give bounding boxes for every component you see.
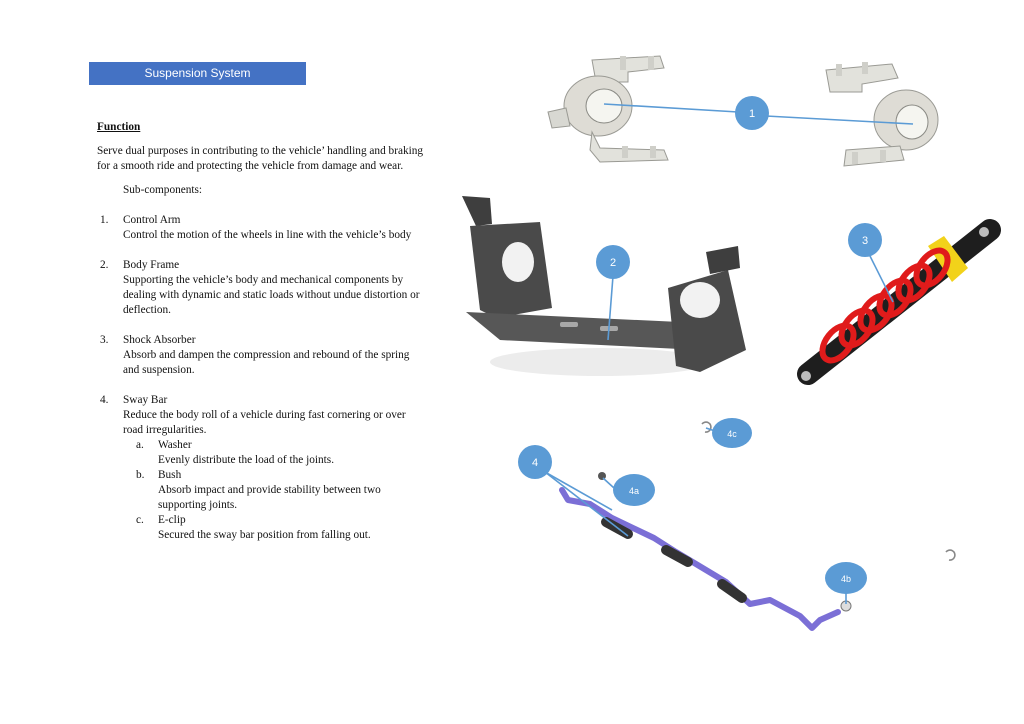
callout-3: 3 <box>848 223 882 257</box>
subitem-bush: b. Bush Absorb impact and provide stabil… <box>123 468 427 513</box>
subitem-letter: a. <box>136 439 144 451</box>
component-body-frame: 2. Body Frame Supporting the vehicle’s b… <box>97 258 427 318</box>
callout-4c: 4c <box>712 418 752 448</box>
function-intro: Serve dual purposes in contributing to t… <box>97 145 424 172</box>
callout-4: 4 <box>518 445 552 479</box>
item-description: Control the motion of the wheels in line… <box>123 229 412 241</box>
subitem-letter: b. <box>136 469 145 481</box>
component-sway-bar: 4. Sway Bar Reduce the body roll of a ve… <box>97 393 427 543</box>
component-control-arm: 1. Control Arm Control the motion of the… <box>97 213 427 243</box>
subitem-washer: a. Washer Evenly distribute the load of … <box>123 438 427 468</box>
item-description: Absorb and dampen the compression and re… <box>123 349 410 376</box>
shock-absorber-illustration <box>797 219 1001 385</box>
callout-1-label: 1 <box>749 108 755 120</box>
subitem-name: Washer <box>158 439 192 451</box>
item-name: Body Frame <box>123 259 180 271</box>
callout-2-label: 2 <box>610 257 616 269</box>
callout-4a-label: 4a <box>629 486 639 496</box>
leader-lines <box>544 103 914 604</box>
item-description: Supporting the vehicle’s body and mechan… <box>123 274 420 316</box>
control-arm-right-illustration <box>825 62 939 167</box>
control-arm-left-illustration <box>547 55 669 163</box>
subitem-e-clip: c. E-clip Secured the sway bar position … <box>123 513 427 543</box>
subitem-description: Secured the sway bar position from falli… <box>158 529 371 541</box>
item-number: 2. <box>100 259 109 271</box>
callout-4-label: 4 <box>532 457 538 469</box>
callout-3-label: 3 <box>862 235 868 247</box>
component-shock-absorber: 3. Shock Absorber Absorb and dampen the … <box>97 333 427 378</box>
text-column: Function Serve dual purposes in contribu… <box>97 120 427 558</box>
item-name: Sway Bar <box>123 394 168 406</box>
item-number: 1. <box>100 214 109 226</box>
section-header: Suspension System <box>89 62 306 85</box>
sway-bar-illustration <box>559 421 956 631</box>
item-description: Reduce the body roll of a vehicle during… <box>123 409 406 436</box>
subitem-name: Bush <box>158 469 182 481</box>
subitem-description: Evenly distribute the load of the joints… <box>158 454 335 466</box>
item-name: Control Arm <box>123 214 181 226</box>
callout-4a: 4a <box>613 474 655 506</box>
callout-4c-label: 4c <box>727 429 737 439</box>
body-frame-illustration <box>462 196 746 376</box>
subcomponents-label: Sub-components: <box>123 184 203 196</box>
callout-1: 1 <box>735 96 769 130</box>
callout-2: 2 <box>596 245 630 279</box>
item-number: 4. <box>100 394 109 406</box>
function-heading: Function <box>97 121 141 133</box>
item-name: Shock Absorber <box>123 334 196 346</box>
subitem-name: E-clip <box>158 514 186 526</box>
callout-4b-label: 4b <box>841 574 851 584</box>
subitem-description: Absorb impact and provide stability betw… <box>158 484 381 511</box>
subitem-letter: c. <box>136 514 144 526</box>
item-number: 3. <box>100 334 109 346</box>
callout-4b: 4b <box>825 562 867 594</box>
